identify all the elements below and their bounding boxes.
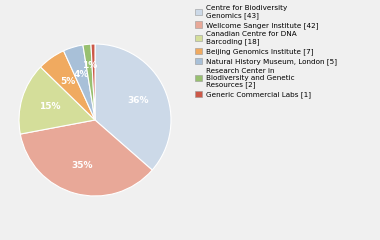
Wedge shape	[63, 45, 95, 120]
Text: 4%: 4%	[74, 70, 89, 79]
Wedge shape	[83, 44, 95, 120]
Wedge shape	[19, 67, 95, 134]
Wedge shape	[20, 120, 152, 196]
Wedge shape	[95, 44, 171, 170]
Text: 5%: 5%	[60, 77, 76, 86]
Text: 35%: 35%	[72, 161, 93, 170]
Legend: Centre for Biodiversity
Genomics [43], Wellcome Sanger Institute [42], Canadian : Centre for Biodiversity Genomics [43], W…	[194, 4, 338, 100]
Wedge shape	[91, 44, 95, 120]
Wedge shape	[41, 51, 95, 120]
Text: 15%: 15%	[39, 102, 61, 111]
Text: 1%: 1%	[82, 61, 97, 70]
Text: 36%: 36%	[127, 96, 149, 105]
